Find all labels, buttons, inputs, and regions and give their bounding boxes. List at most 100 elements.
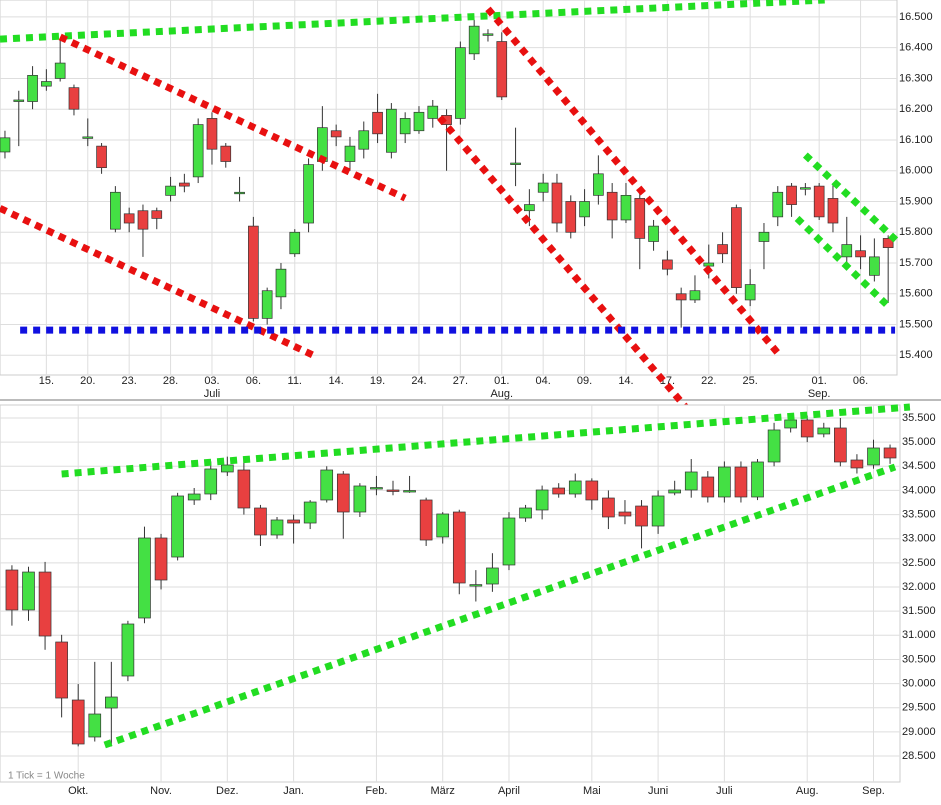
y-tick-label: 32.500 [902, 557, 936, 569]
candle-body [767, 429, 781, 463]
y-tick-label: 31.000 [902, 629, 936, 641]
candle-body [772, 191, 784, 218]
candle-body [634, 198, 646, 239]
plot [0, 0, 898, 376]
candle-body [403, 490, 416, 493]
candle-body [813, 185, 825, 218]
candle-body [22, 571, 35, 611]
annotation: 1 Tick = 1 Woche [8, 771, 85, 782]
x-tick-label: 23. [122, 375, 137, 387]
candle-body [270, 519, 284, 536]
y-tick-label: 30.000 [902, 677, 936, 689]
candle-body [386, 489, 400, 492]
x-tick-label: Okt. [68, 785, 88, 797]
x-tick-label: 24. [411, 375, 426, 387]
candle-body [565, 201, 577, 233]
x-tick-label: 14. [329, 375, 344, 387]
candle-body [121, 623, 135, 677]
candle-body [55, 641, 68, 699]
candle-body [648, 225, 659, 242]
x-tick-label: Dez. [216, 785, 239, 797]
candle-body [248, 225, 259, 319]
candle-body [786, 185, 797, 205]
x-tick-label: 03. [204, 375, 219, 387]
candle-body [275, 268, 287, 298]
candle-body [618, 511, 632, 517]
candle-body [436, 513, 450, 538]
trend-line [485, 6, 784, 359]
x-tick-label: 28. [163, 375, 178, 387]
candle-body [883, 447, 897, 459]
candle-body [855, 250, 866, 258]
y-tick-label: 29.500 [902, 702, 936, 714]
candle-body [192, 124, 204, 178]
candle-body [579, 201, 590, 218]
candle-body [606, 191, 618, 221]
candle-body [496, 41, 508, 98]
candle-body [689, 290, 701, 301]
candle-body [817, 427, 831, 435]
x-tick-label: 01. [494, 375, 509, 387]
candle-body [486, 567, 499, 585]
y-tick-label: 15.400 [899, 349, 933, 361]
x-tick-label: Sep. [862, 785, 885, 797]
candle-body [54, 62, 66, 79]
trend-line [794, 215, 891, 309]
x-month-label: Sep. [808, 388, 831, 400]
candle-body [303, 164, 314, 224]
y-tick-label: 16.100 [899, 134, 933, 146]
x-tick-label: 09. [577, 375, 592, 387]
trend-line [0, 205, 317, 360]
x-tick-label: 04. [536, 375, 551, 387]
candle-body [731, 207, 742, 288]
candle-body [427, 105, 439, 119]
x-tick-label: April [498, 785, 520, 797]
y-tick-label: 34.000 [902, 484, 936, 496]
candle-body [784, 419, 797, 429]
x-tick-label: Jan. [283, 785, 304, 797]
candle-body [718, 466, 731, 498]
x-tick-label: 14. [618, 375, 633, 387]
candle-body [510, 162, 521, 165]
candle-body [206, 118, 218, 150]
candle-body [800, 187, 811, 190]
y-tick-label: 31.500 [902, 605, 936, 617]
candle-body [519, 507, 532, 519]
candle-body [502, 517, 516, 566]
candle-body [5, 569, 19, 611]
y-tick-label: 15.800 [899, 226, 933, 238]
candle-body [850, 459, 864, 469]
candle-body [635, 505, 648, 527]
y-tick-label: 29.000 [902, 726, 936, 738]
candle-body [179, 182, 190, 187]
y-tick-label: 28.500 [902, 750, 936, 762]
x-tick-label: 19. [370, 375, 385, 387]
candle-body [684, 471, 698, 491]
candle-body [358, 130, 370, 150]
y-tick-label: 35.500 [902, 412, 936, 424]
candle-body [68, 87, 80, 110]
candle-body [744, 284, 756, 301]
candle-body [289, 231, 301, 255]
y-tick-label: 15.900 [899, 195, 933, 207]
candle-body [187, 493, 201, 501]
x-tick-label: Aug. [796, 785, 819, 797]
y-tick-label: 16.300 [899, 72, 933, 84]
y-tick-label: 15.600 [899, 288, 933, 300]
candle-body [41, 81, 52, 87]
x-tick-label: 01. [812, 375, 827, 387]
trend-line [802, 152, 899, 244]
candle-body [620, 194, 632, 221]
x-tick-label: 06. [246, 375, 261, 387]
y-tick-label: 16.000 [899, 165, 933, 177]
candle-body [137, 210, 149, 230]
x-tick-label: Nov. [150, 785, 172, 797]
candle-body [593, 173, 604, 196]
x-tick-label: 06. [853, 375, 868, 387]
y-tick-label: 33.500 [902, 508, 936, 520]
candle-body [419, 499, 433, 541]
candle-body [734, 466, 748, 498]
candle-body [537, 182, 549, 193]
candle-body [585, 480, 599, 501]
